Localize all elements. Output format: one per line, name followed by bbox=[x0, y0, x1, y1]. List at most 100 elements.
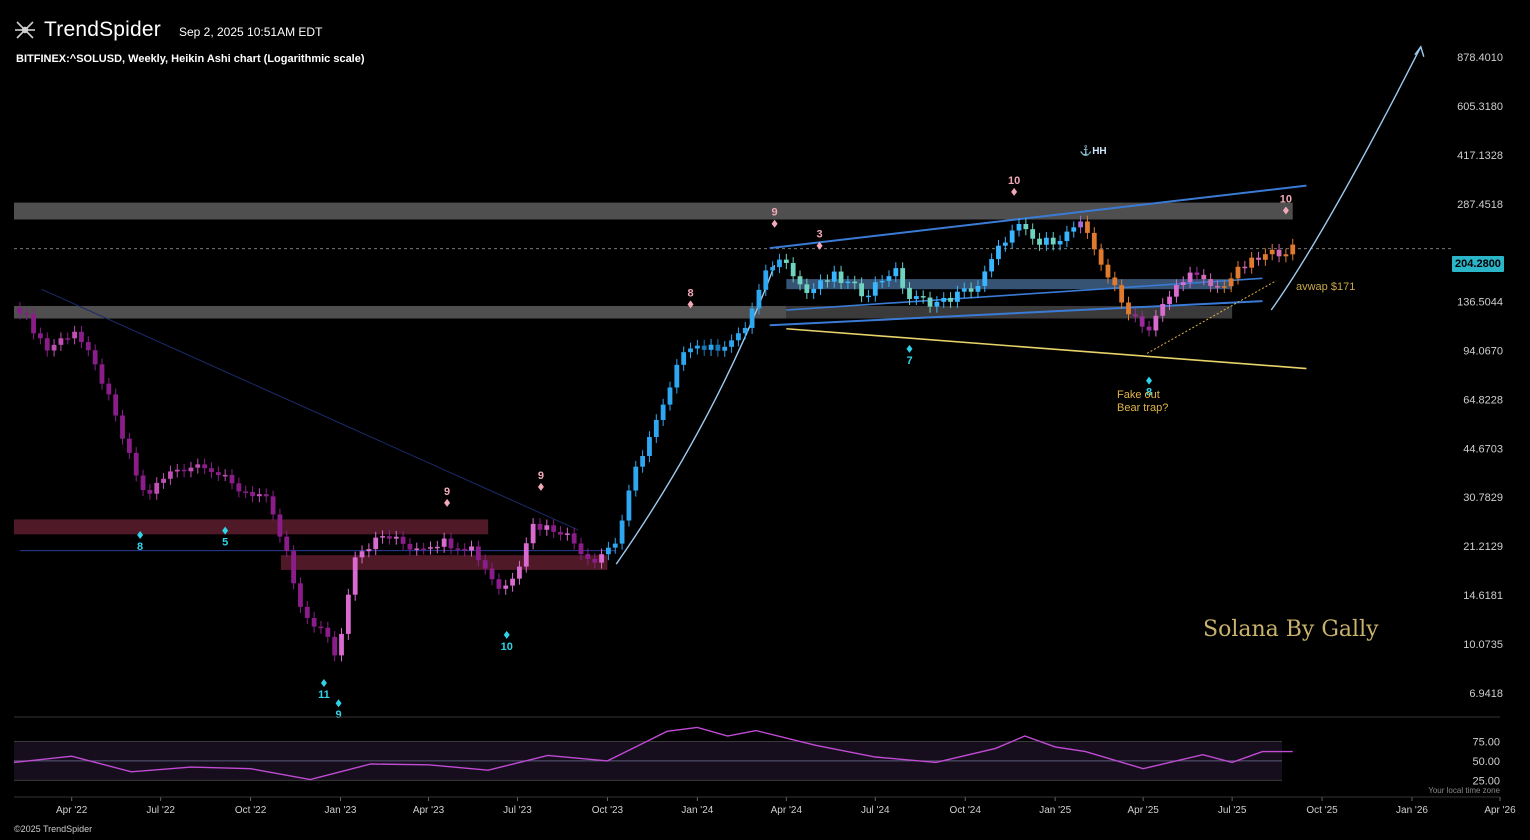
candle-body bbox=[448, 538, 454, 549]
y-tick-label: 287.4518 bbox=[1457, 199, 1503, 211]
candle-body bbox=[1167, 296, 1172, 305]
candle-body bbox=[92, 350, 98, 365]
candle-body bbox=[749, 308, 755, 328]
candle-body bbox=[1009, 230, 1015, 243]
candle-body bbox=[818, 280, 823, 289]
candle-body bbox=[783, 259, 789, 263]
td-count-8: 9 bbox=[772, 207, 778, 219]
candle-body bbox=[804, 284, 810, 293]
fake-out-line-1: Fake out bbox=[1117, 389, 1160, 401]
candle-body bbox=[24, 313, 30, 315]
candle-body bbox=[688, 348, 693, 353]
zone-0 bbox=[14, 202, 1293, 220]
candle-body bbox=[633, 466, 639, 491]
y-tick-label: 10.0735 bbox=[1463, 639, 1503, 651]
x-tick-label: Apr '25 bbox=[1127, 805, 1159, 816]
x-tick-label: Jan '23 bbox=[325, 805, 357, 816]
x-tick-label: Jul '25 bbox=[1218, 805, 1247, 816]
brand-name: TrendSpider bbox=[44, 18, 161, 41]
zone-1 bbox=[14, 305, 787, 319]
x-tick-label: Oct '22 bbox=[235, 805, 267, 816]
candle-body bbox=[763, 270, 769, 290]
candle-body bbox=[270, 496, 276, 515]
candle-body bbox=[859, 283, 865, 297]
candle-body bbox=[558, 531, 563, 535]
candle-body bbox=[824, 280, 830, 282]
candle-body bbox=[291, 551, 296, 584]
candle-body bbox=[1132, 314, 1138, 317]
candle-body bbox=[1098, 249, 1104, 265]
candle-body bbox=[304, 606, 310, 618]
candle-body bbox=[1256, 257, 1261, 260]
candle-body bbox=[1215, 286, 1220, 288]
candle-body bbox=[1126, 302, 1131, 315]
td-count-5: 10 bbox=[501, 641, 513, 653]
candle-body bbox=[263, 494, 269, 497]
indicator-line bbox=[13, 726, 1293, 781]
candle-body bbox=[51, 344, 57, 351]
candle-body bbox=[1194, 272, 1200, 275]
y-tick-label: 878.4010 bbox=[1457, 52, 1503, 64]
zone-5 bbox=[280, 555, 608, 570]
x-tick-label: Jan '24 bbox=[681, 805, 713, 816]
candle-body bbox=[1180, 282, 1186, 286]
y-tick-label: 6.9418 bbox=[1469, 688, 1503, 700]
candle-body bbox=[530, 523, 536, 544]
candle-body bbox=[660, 404, 666, 420]
old-downtrend-line bbox=[41, 288, 579, 531]
zone-2 bbox=[786, 279, 1233, 290]
projection-arrow bbox=[1270, 46, 1422, 311]
candle-body bbox=[544, 525, 550, 530]
fake-out-trendline bbox=[1146, 280, 1277, 354]
candle-body bbox=[722, 346, 728, 351]
candle-body bbox=[1030, 229, 1036, 239]
td-count-6: 9 bbox=[538, 470, 544, 482]
td-marker-10 bbox=[906, 344, 913, 353]
candle-body bbox=[1037, 238, 1042, 245]
candle-body bbox=[674, 364, 680, 388]
candle-body bbox=[1057, 240, 1063, 245]
candle-body bbox=[551, 525, 557, 532]
copyright: ©2025 TrendSpider bbox=[14, 824, 93, 834]
candle-body bbox=[1091, 232, 1097, 250]
candle-body bbox=[250, 491, 255, 497]
x-tick-label: Jan '26 bbox=[1396, 805, 1428, 816]
candle-body bbox=[1290, 244, 1296, 255]
x-tick-label: Oct '25 bbox=[1306, 805, 1338, 816]
candle-body bbox=[1016, 223, 1022, 231]
candle-body bbox=[585, 554, 591, 559]
candle-body bbox=[133, 452, 139, 476]
td-count-1: 5 bbox=[222, 537, 228, 549]
candle-body bbox=[113, 394, 119, 416]
candle-body bbox=[455, 548, 461, 550]
candle-body bbox=[1023, 223, 1029, 230]
watermark: Solana By Gally bbox=[1203, 617, 1379, 642]
candle-body bbox=[126, 438, 132, 453]
candle-body bbox=[647, 436, 652, 457]
candle-body bbox=[31, 313, 36, 334]
candle-body bbox=[1174, 285, 1179, 297]
candle-body bbox=[599, 554, 604, 563]
candle-body bbox=[325, 627, 331, 637]
candle-body bbox=[345, 594, 351, 634]
x-tick-label: Jul '24 bbox=[861, 805, 890, 816]
y-tick-label: 605.3180 bbox=[1457, 101, 1503, 113]
candle-body bbox=[400, 536, 406, 544]
td-marker-13 bbox=[1282, 206, 1289, 215]
candle-body bbox=[209, 468, 214, 473]
candle-body bbox=[1064, 231, 1070, 241]
td-marker-2 bbox=[320, 679, 327, 688]
candle-body bbox=[434, 546, 440, 549]
candle-body bbox=[729, 340, 734, 347]
candle-body bbox=[955, 291, 960, 302]
candle-body bbox=[1119, 285, 1125, 303]
y-tick-label: 136.5044 bbox=[1457, 297, 1503, 309]
candle-body bbox=[407, 543, 413, 550]
current-price-badge: 204.2800 bbox=[1452, 256, 1504, 272]
y-tick-label: 417.1328 bbox=[1457, 150, 1503, 162]
candle-body bbox=[845, 281, 851, 284]
candle-body bbox=[202, 464, 208, 469]
candle-body bbox=[708, 344, 714, 350]
candle-body bbox=[380, 536, 385, 538]
